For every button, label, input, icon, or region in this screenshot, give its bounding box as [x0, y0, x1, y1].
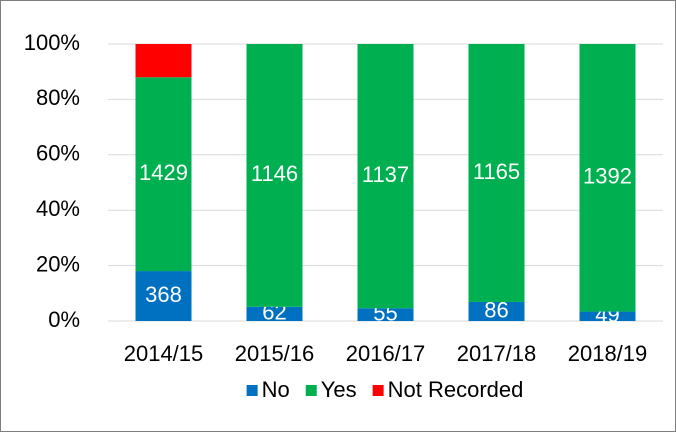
bar-segment [246, 44, 303, 307]
y-tick-label: 80% [36, 85, 80, 110]
data-label: 1429 [139, 160, 188, 185]
legend-swatch [305, 385, 317, 396]
data-label: 1146 [251, 161, 298, 186]
bar-segment [468, 44, 525, 302]
y-tick-label: 40% [36, 196, 80, 221]
legend-label: Yes [321, 377, 357, 402]
legend-label: No [262, 377, 290, 402]
bar-segment [135, 44, 192, 78]
y-tick-label: 0% [48, 307, 80, 332]
x-tick-label: 2015/16 [235, 341, 315, 366]
x-tick-label: 2017/18 [457, 341, 537, 366]
x-tick-label: 2018/19 [568, 341, 648, 366]
y-tick-label: 20% [36, 251, 80, 276]
bar-segment [357, 308, 414, 321]
x-tick-label: 2016/17 [346, 341, 426, 366]
y-tick-label: 100% [24, 30, 80, 55]
data-label: 1137 [362, 162, 409, 187]
y-tick-label: 60% [36, 141, 80, 166]
data-label: 368 [145, 282, 182, 307]
bar-segment [468, 301, 525, 321]
x-tick-label: 2014/15 [124, 341, 204, 366]
legend-swatch [246, 385, 258, 396]
bar-segment [357, 44, 414, 309]
bar-segment [246, 306, 303, 321]
bar-segment [579, 311, 636, 321]
data-label: 1392 [583, 164, 632, 189]
bar-segment [135, 271, 192, 321]
bar-segment [579, 44, 636, 312]
legend-label: Not Recorded [388, 377, 524, 402]
bar-segment [135, 77, 192, 272]
legend-swatch [372, 385, 384, 396]
data-label: 1165 [473, 159, 520, 184]
